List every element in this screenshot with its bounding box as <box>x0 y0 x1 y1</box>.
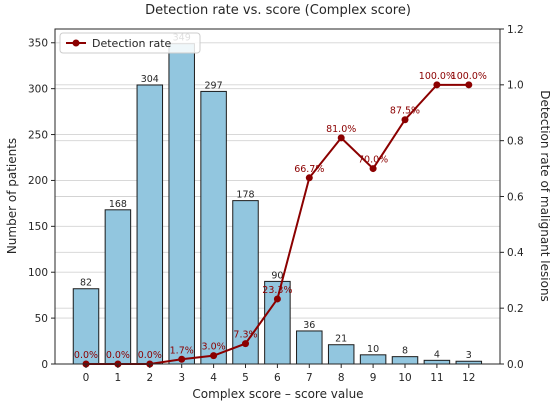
bar-0 <box>72 288 100 365</box>
x-tick-label-3: 3 <box>178 372 185 384</box>
y2-tick-label-3: 0.6 <box>507 191 524 203</box>
rate-value-label-4: 3.0% <box>202 342 226 353</box>
legend-marker-swatch <box>72 39 80 47</box>
rate-point-10 <box>401 116 409 124</box>
rate-value-label-0: 0.0% <box>74 350 98 361</box>
x-tick-label-6: 6 <box>274 372 281 384</box>
rate-point-6 <box>273 295 281 303</box>
y-tick-label-6: 300 <box>28 83 48 95</box>
bar-value-label-5: 178 <box>236 190 254 201</box>
rate-point-5 <box>242 340 249 348</box>
x-tick-label-9: 9 <box>370 372 377 384</box>
rate-value-label-1: 0.0% <box>106 350 130 361</box>
x-tick-label-1: 1 <box>115 372 122 384</box>
chart-title: Detection rate vs. score (Complex score) <box>145 3 411 18</box>
legend-label-detection-rate: Detection rate <box>92 37 172 50</box>
bar-2 <box>136 84 164 365</box>
y-tick-label-0: 0 <box>41 359 48 371</box>
x-tick-label-7: 7 <box>306 372 313 384</box>
x-tick-label-0: 0 <box>83 372 90 384</box>
rate-point-4 <box>210 352 218 360</box>
rate-value-label-5: 7.3% <box>233 330 257 341</box>
bar-11 <box>423 359 451 365</box>
rate-point-8 <box>337 134 345 142</box>
bar-1 <box>104 209 132 365</box>
rate-point-9 <box>369 165 377 173</box>
bar-value-label-12: 3 <box>466 350 472 361</box>
bar-8 <box>327 344 355 365</box>
y-axis-ticks: 0 50 100 150 200 250 300 350 <box>28 38 55 371</box>
y2-tick-label-4: 0.8 <box>507 135 524 147</box>
rate-value-label-7: 66.7% <box>294 164 324 175</box>
x-tick-label-11: 11 <box>430 372 443 384</box>
y2-tick-label-5: 1.0 <box>507 80 524 92</box>
y2-axis-ticks: 0.0 0.2 0.4 0.6 0.8 1.0 1.2 <box>500 24 524 371</box>
y2-tick-label-2: 0.4 <box>507 247 524 259</box>
bar-value-label-0: 82 <box>80 278 92 289</box>
rate-value-label-10: 87.5% <box>390 106 420 117</box>
y-tick-label-4: 200 <box>28 175 48 187</box>
bar-value-label-2: 304 <box>141 74 159 85</box>
bar-value-label-11: 4 <box>434 349 440 360</box>
bar-value-label-1: 168 <box>109 199 127 210</box>
rate-point-7 <box>305 174 313 182</box>
legend: Detection rate <box>59 32 201 54</box>
rate-value-label-3: 1.7% <box>170 345 194 356</box>
bar-value-label-6: 90 <box>271 270 283 281</box>
y2-tick-label-0: 0.0 <box>507 359 524 371</box>
bar-9 <box>359 354 387 365</box>
x-axis-ticks: 0 1 2 3 4 5 6 7 8 9 10 11 12 <box>83 364 475 384</box>
rate-point-3 <box>178 355 186 363</box>
y-axis-label: Number of patients <box>5 138 19 254</box>
x-axis-label: Complex score – score value <box>192 387 363 401</box>
y2-tick-label-1: 0.2 <box>507 303 524 315</box>
bar-4 <box>200 90 227 365</box>
bar-3 <box>168 43 195 365</box>
bar-value-label-10: 8 <box>402 346 408 357</box>
legend-box <box>59 32 201 54</box>
rate-value-label-12: 100.0% <box>451 71 487 82</box>
x-tick-label-10: 10 <box>398 372 411 384</box>
y-tick-label-7: 350 <box>28 38 48 50</box>
bar-7 <box>296 330 323 365</box>
y-tick-label-2: 100 <box>28 267 48 279</box>
bar-10 <box>391 356 419 365</box>
rate-value-label-9: 70.0% <box>358 155 388 166</box>
bar-value-label-8: 21 <box>335 334 347 345</box>
bars <box>72 43 483 365</box>
y-tick-label-1: 50 <box>35 313 48 325</box>
x-tick-label-8: 8 <box>338 372 345 384</box>
x-tick-label-4: 4 <box>210 372 217 384</box>
x-tick-label-2: 2 <box>146 372 153 384</box>
y-tick-label-5: 250 <box>28 129 48 141</box>
rate-value-label-2: 0.0% <box>138 350 162 361</box>
bar-value-label-7: 36 <box>303 320 315 331</box>
x-tick-label-12: 12 <box>462 372 475 384</box>
x-tick-label-5: 5 <box>242 372 249 384</box>
rate-labels: 0.0% 0.0% 0.0% 1.7% 3.0% 7.3% 23.3% 66.7% 81.0% 7… <box>74 71 487 361</box>
y2-tick-label-6: 1.2 <box>507 24 524 36</box>
bar-value-label-9: 10 <box>367 344 379 355</box>
bar-5 <box>232 200 259 365</box>
rate-value-label-11: 100.0% <box>419 71 455 82</box>
bar-value-label-4: 297 <box>205 80 223 91</box>
rate-value-label-8: 81.0% <box>326 124 356 135</box>
rate-point-12 <box>465 81 473 89</box>
y2-axis-label: Detection rate of malignant lesions <box>538 90 550 302</box>
rate-value-label-6: 23.3% <box>262 285 292 296</box>
rate-point-11 <box>433 81 441 89</box>
y-tick-label-3: 150 <box>28 221 48 233</box>
